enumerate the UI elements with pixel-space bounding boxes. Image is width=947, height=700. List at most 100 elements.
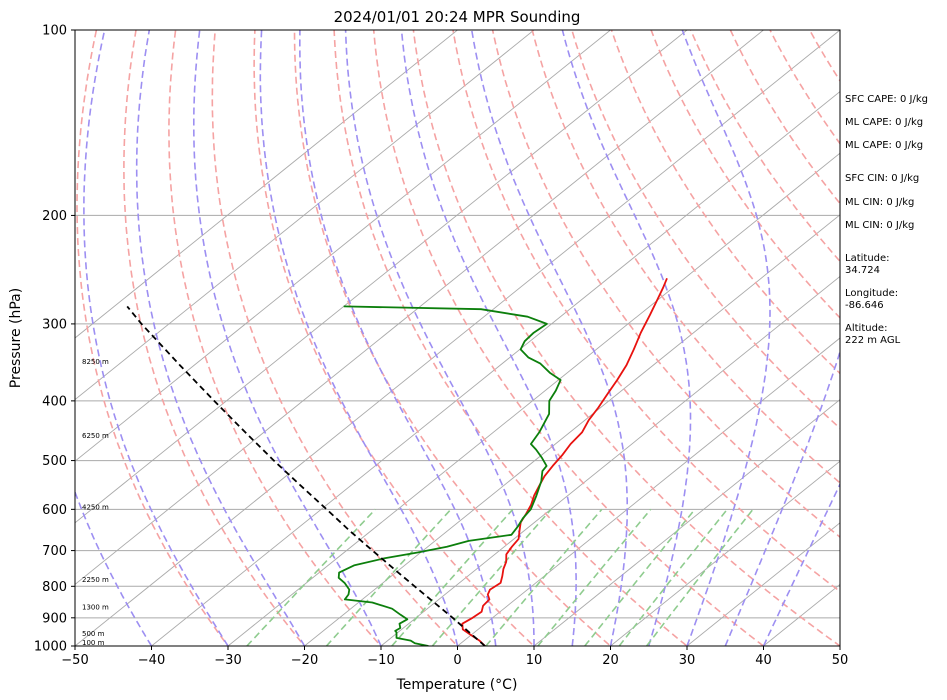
isotherm-line — [75, 30, 840, 646]
stat-label-longitude: Longitude: — [845, 288, 898, 299]
isotherm-line — [75, 30, 612, 462]
stat-label-longitude: -86.646 — [845, 300, 884, 311]
y-tick-label: 1000 — [34, 640, 67, 655]
height-label: 6250 m — [82, 432, 109, 440]
moist-adiabat-line — [259, 30, 459, 646]
y-tick-label: 900 — [42, 611, 67, 626]
moist-adiabat-line — [83, 30, 229, 646]
isotherm-line — [75, 30, 688, 524]
moist-adiabat-line — [75, 489, 153, 646]
dry-adiabat-line — [571, 30, 840, 430]
height-label: 500 m — [82, 630, 105, 638]
isotherm-line — [609, 460, 840, 646]
mixing-ratio-line — [645, 508, 754, 646]
mixing-ratio-line — [537, 508, 652, 646]
y-tick-label: 800 — [42, 580, 67, 595]
isotherm-line — [686, 522, 840, 646]
dry-adiabat-line — [333, 30, 689, 646]
height-label: 8250 m — [82, 358, 109, 366]
height-label: 4250 m — [82, 504, 109, 512]
moist-adiabat-line — [681, 30, 771, 646]
dry-adiabat-line — [452, 30, 840, 593]
x-axis-label: Temperature (°C) — [396, 677, 518, 693]
x-tick-label: −20 — [291, 653, 318, 668]
mixing-ratio-line — [246, 508, 376, 646]
moist-adiabat-line — [135, 30, 306, 646]
height-label: 2250 m — [82, 576, 109, 584]
dry-adiabat-line — [689, 30, 840, 263]
height-label: 1300 m — [82, 604, 109, 612]
mixing-ratio-line — [584, 508, 696, 646]
moist-adiabat-line — [762, 482, 840, 646]
y-tick-label: 400 — [42, 394, 67, 409]
height-label: 100 m — [82, 639, 105, 647]
stat-label-latitude: Latitude: — [845, 253, 890, 264]
mixing-ratio-line — [618, 508, 728, 646]
y-tick-label: 600 — [42, 503, 67, 518]
stat-label-sfc-cape: SFC CAPE: 0 J/kg — [845, 94, 928, 105]
dry-adiabat-line — [531, 30, 840, 484]
isotherm-line — [456, 337, 840, 646]
y-tick-label: 700 — [42, 544, 67, 559]
mixing-ratio-line — [391, 508, 514, 646]
moist-adiabat-line — [470, 30, 628, 646]
dry-adiabat-line — [293, 30, 612, 646]
dry-adiabat-line — [211, 30, 459, 646]
y-tick-label: 200 — [42, 209, 67, 224]
dry-adiabat-line — [76, 30, 230, 646]
dewpoint-series-line — [337, 305, 562, 646]
x-tick-label: 40 — [755, 653, 772, 668]
parcel-series-line — [126, 305, 486, 646]
x-tick-label: 20 — [602, 653, 619, 668]
stat-label-ml-cin-1: ML CIN: 0 J/kg — [845, 197, 914, 208]
dry-adiabat-line — [168, 30, 383, 646]
dry-adiabat-line — [372, 30, 765, 646]
isotherm-line — [75, 30, 459, 339]
isotherm-line — [227, 152, 840, 646]
x-tick-label: 0 — [453, 653, 461, 668]
dry-adiabat-line — [491, 30, 840, 539]
isotherm-line — [75, 30, 765, 585]
stat-label-ml-cin-2: ML CIN: 0 J/kg — [845, 220, 914, 231]
x-tick-label: 50 — [832, 653, 849, 668]
axis-ticks: −50 −40 −30 −20 −10 0 10 20 30 40 50 1000 900 800 700 6… — [34, 24, 848, 669]
moist-adiabat-line — [193, 30, 382, 646]
x-tick-label: −50 — [61, 653, 88, 668]
x-tick-label: 10 — [526, 653, 543, 668]
dry-adiabat-line — [123, 30, 306, 646]
stat-label-altitude: 222 m AGL — [845, 335, 901, 346]
mixing-ratio-line — [325, 508, 452, 646]
dry-adiabat-line — [729, 30, 840, 205]
moist-adiabat-line — [400, 30, 577, 646]
mixing-ratio-line — [485, 508, 603, 646]
isotherm-line — [380, 275, 840, 646]
stat-label-altitude: Altitude: — [845, 323, 887, 334]
stats-panel: SFC CAPE: 0 J/kg ML CAPE: 0 J/kg ML CAPE: … — [845, 94, 928, 346]
stat-label-ml-cape-2: ML CAPE: 0 J/kg — [845, 140, 923, 151]
isotherm-line — [150, 91, 840, 646]
y-tick-label: 500 — [42, 454, 67, 469]
y-tick-label: 100 — [42, 24, 67, 39]
dry-adiabat-line — [412, 30, 840, 646]
isotherm-line — [75, 30, 535, 401]
moist-adiabat-line — [561, 30, 692, 646]
y-axis-label: Pressure (hPa) — [8, 288, 24, 388]
chart-title: 2024/01/01 20:24 MPR Sounding — [334, 8, 581, 26]
moist-adiabat-line — [724, 30, 840, 646]
y-tick-label: 300 — [42, 317, 67, 332]
stat-label-sfc-cin: SFC CIN: 0 J/kg — [845, 173, 919, 184]
x-tick-label: −30 — [214, 653, 241, 668]
dry-adiabat-line — [253, 30, 536, 646]
stat-label-ml-cape-1: ML CAPE: 0 J/kg — [845, 117, 923, 128]
background-lines — [75, 30, 840, 646]
mixing-ratio-line — [431, 508, 552, 646]
x-tick-label: −10 — [367, 653, 394, 668]
x-tick-label: 30 — [679, 653, 696, 668]
moist-adiabat-line — [298, 30, 497, 646]
moist-adiabat-line — [344, 30, 535, 646]
stat-label-latitude: 34.724 — [845, 265, 880, 276]
dry-adiabat-line — [650, 30, 840, 319]
x-tick-label: −40 — [138, 653, 165, 668]
